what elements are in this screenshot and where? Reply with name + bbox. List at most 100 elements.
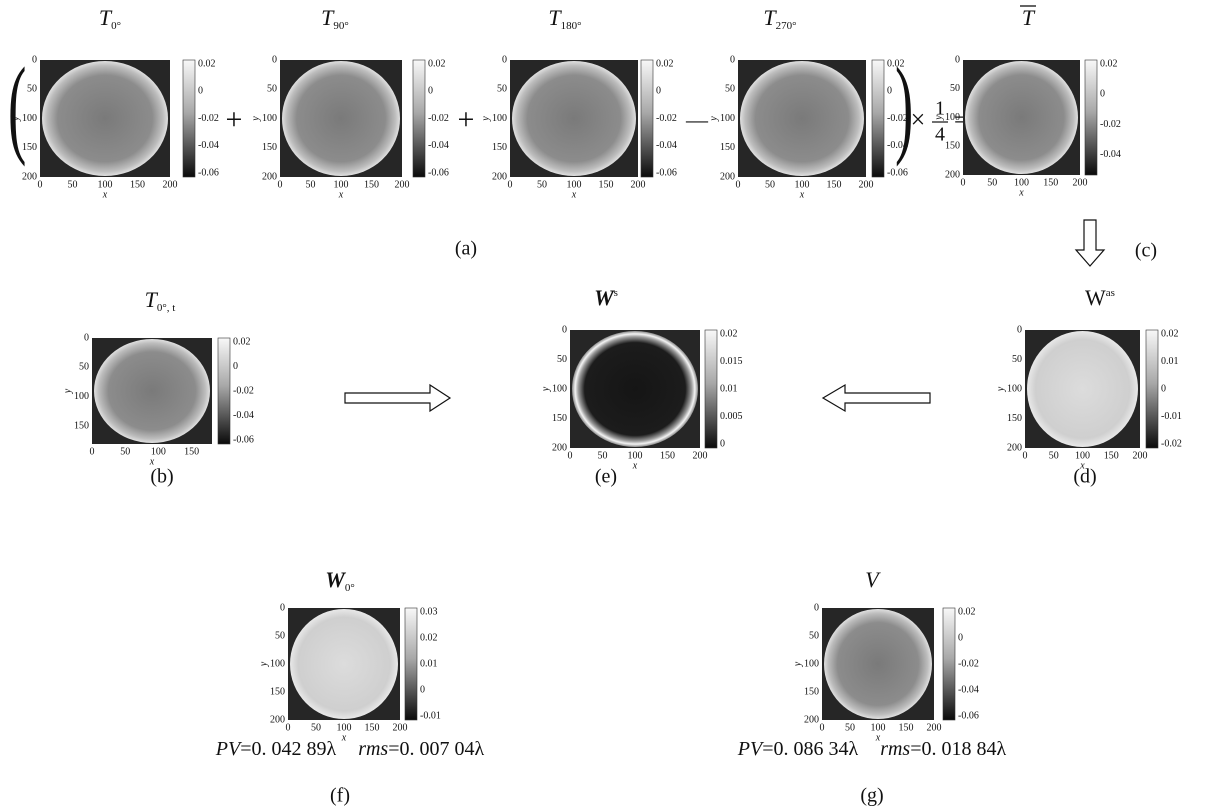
x-axis-label: x <box>341 732 347 743</box>
colorbar <box>872 60 884 177</box>
title-sup: s <box>614 287 618 299</box>
colorbar-tick-label: -0.04 <box>656 140 677 151</box>
y-tick-label: 200 <box>262 171 277 182</box>
y-tick-label: 0 <box>955 54 960 65</box>
y-axis-label: y <box>250 116 261 122</box>
colorbar-tick-label: -0.04 <box>887 140 908 151</box>
x-tick-label: 0 <box>961 177 966 188</box>
panel-title: W0° <box>325 567 354 593</box>
y-tick-label: 200 <box>945 169 960 180</box>
colorbar-tick-label: 0 <box>656 86 661 97</box>
panel-title: T <box>1022 5 1036 30</box>
rms-value: =0. 007 04λ <box>388 738 484 760</box>
colorbar-tick-label: 0.015 <box>720 356 743 367</box>
fraction-denominator: 4 <box>935 124 945 146</box>
y-tick-label: 150 <box>262 142 277 153</box>
pv-label: PV <box>737 738 765 760</box>
title-sub: 0°, t <box>157 302 175 314</box>
y-axis-label: y <box>792 661 803 667</box>
y-tick-label: 100 <box>74 391 89 402</box>
x-tick-label: 200 <box>927 722 942 733</box>
y-axis-label: y <box>708 116 719 122</box>
colorbar-tick-label: 0.02 <box>420 632 438 643</box>
y-tick-label: 200 <box>720 171 735 182</box>
y-axis-label: y <box>540 386 551 392</box>
x-axis-label: x <box>338 189 344 200</box>
times: × <box>911 105 926 134</box>
x-tick-label: 150 <box>1104 450 1119 461</box>
y-tick-label: 150 <box>804 686 819 697</box>
x-tick-label: 50 <box>598 450 608 461</box>
y-tick-label: 150 <box>270 686 285 697</box>
title-sub: 270° <box>776 20 797 32</box>
x-tick-label: 0 <box>286 722 291 733</box>
rms-label: rms <box>358 738 388 760</box>
colorbar-tick-label: 0.02 <box>656 58 674 69</box>
y-tick-label: 50 <box>557 354 567 365</box>
colorbar <box>943 608 955 720</box>
arrow-right <box>345 385 450 411</box>
x-tick-label: 0 <box>736 179 741 190</box>
y-tick-label: 200 <box>492 171 507 182</box>
panel-caption: (e) <box>595 466 617 488</box>
colorbar <box>183 60 195 177</box>
y-tick-label: 150 <box>552 413 567 424</box>
x-tick-label: 50 <box>1049 450 1059 461</box>
x-tick-label: 150 <box>184 446 199 457</box>
panel: T180°050100150200050100150200xy0.020-0.0… <box>480 5 677 200</box>
colorbar-tick-label: 0.01 <box>1161 356 1179 367</box>
x-tick-label: 0 <box>820 722 825 733</box>
colorbar-tick-label: 0.01 <box>720 383 738 394</box>
x-tick-label: 50 <box>845 722 855 733</box>
y-axis-label: y <box>62 388 73 394</box>
colorbar <box>1146 330 1158 448</box>
x-tick-label: 200 <box>631 179 646 190</box>
x-tick-label: 50 <box>987 177 997 188</box>
x-tick-label: 0 <box>568 450 573 461</box>
x-tick-label: 50 <box>68 179 78 190</box>
x-tick-label: 200 <box>859 179 874 190</box>
colorbar-tick-label: 0.01 <box>420 658 438 669</box>
y-tick-label: 50 <box>809 630 819 641</box>
colorbar-tick-label: 0.02 <box>1100 58 1118 69</box>
x-tick-label: 0 <box>1023 450 1028 461</box>
y-tick-label: 0 <box>730 54 735 65</box>
colorbar-tick-label: 0 <box>1100 89 1105 100</box>
colorbar <box>1085 60 1097 175</box>
panel: T0°050100150200050100150200xy0.020-0.02-… <box>10 5 219 200</box>
x-tick-label: 150 <box>1043 177 1058 188</box>
minus: — <box>685 107 709 132</box>
colorbar-tick-label: -0.02 <box>887 113 908 124</box>
title-main: W <box>594 285 615 310</box>
y-tick-label: 150 <box>720 142 735 153</box>
image-aperture <box>94 339 210 443</box>
title-main: V <box>865 567 881 592</box>
plus: + <box>226 103 243 136</box>
panel: T0°, t050100150050100150xy0.020-0.02-0.0… <box>62 287 254 488</box>
panel-caption: (f) <box>330 785 350 807</box>
image-aperture <box>290 609 398 719</box>
x-tick-label: 200 <box>1073 177 1088 188</box>
colorbar-tick-label: -0.04 <box>1100 149 1121 160</box>
panel-caption: (d) <box>1073 466 1096 488</box>
x-tick-label: 150 <box>130 179 145 190</box>
y-tick-label: 100 <box>720 113 735 124</box>
title-sub: 180° <box>561 20 582 32</box>
x-tick-label: 50 <box>306 179 316 190</box>
colorbar-tick-label: 0.02 <box>198 58 216 69</box>
x-tick-label: 50 <box>120 446 130 457</box>
y-tick-label: 0 <box>502 54 507 65</box>
arrow-down <box>1076 220 1104 266</box>
x-tick-label: 0 <box>38 179 43 190</box>
colorbar-tick-label: 0.03 <box>420 606 438 617</box>
x-tick-label: 150 <box>660 450 675 461</box>
figure: ( + + — ) × 1 4 = (a) T0°050100150200050… <box>0 0 1224 811</box>
y-tick-label: 100 <box>22 113 37 124</box>
title-sub: 0° <box>345 582 355 594</box>
image-aperture <box>965 61 1078 174</box>
colorbar-tick-label: 0.02 <box>887 58 905 69</box>
